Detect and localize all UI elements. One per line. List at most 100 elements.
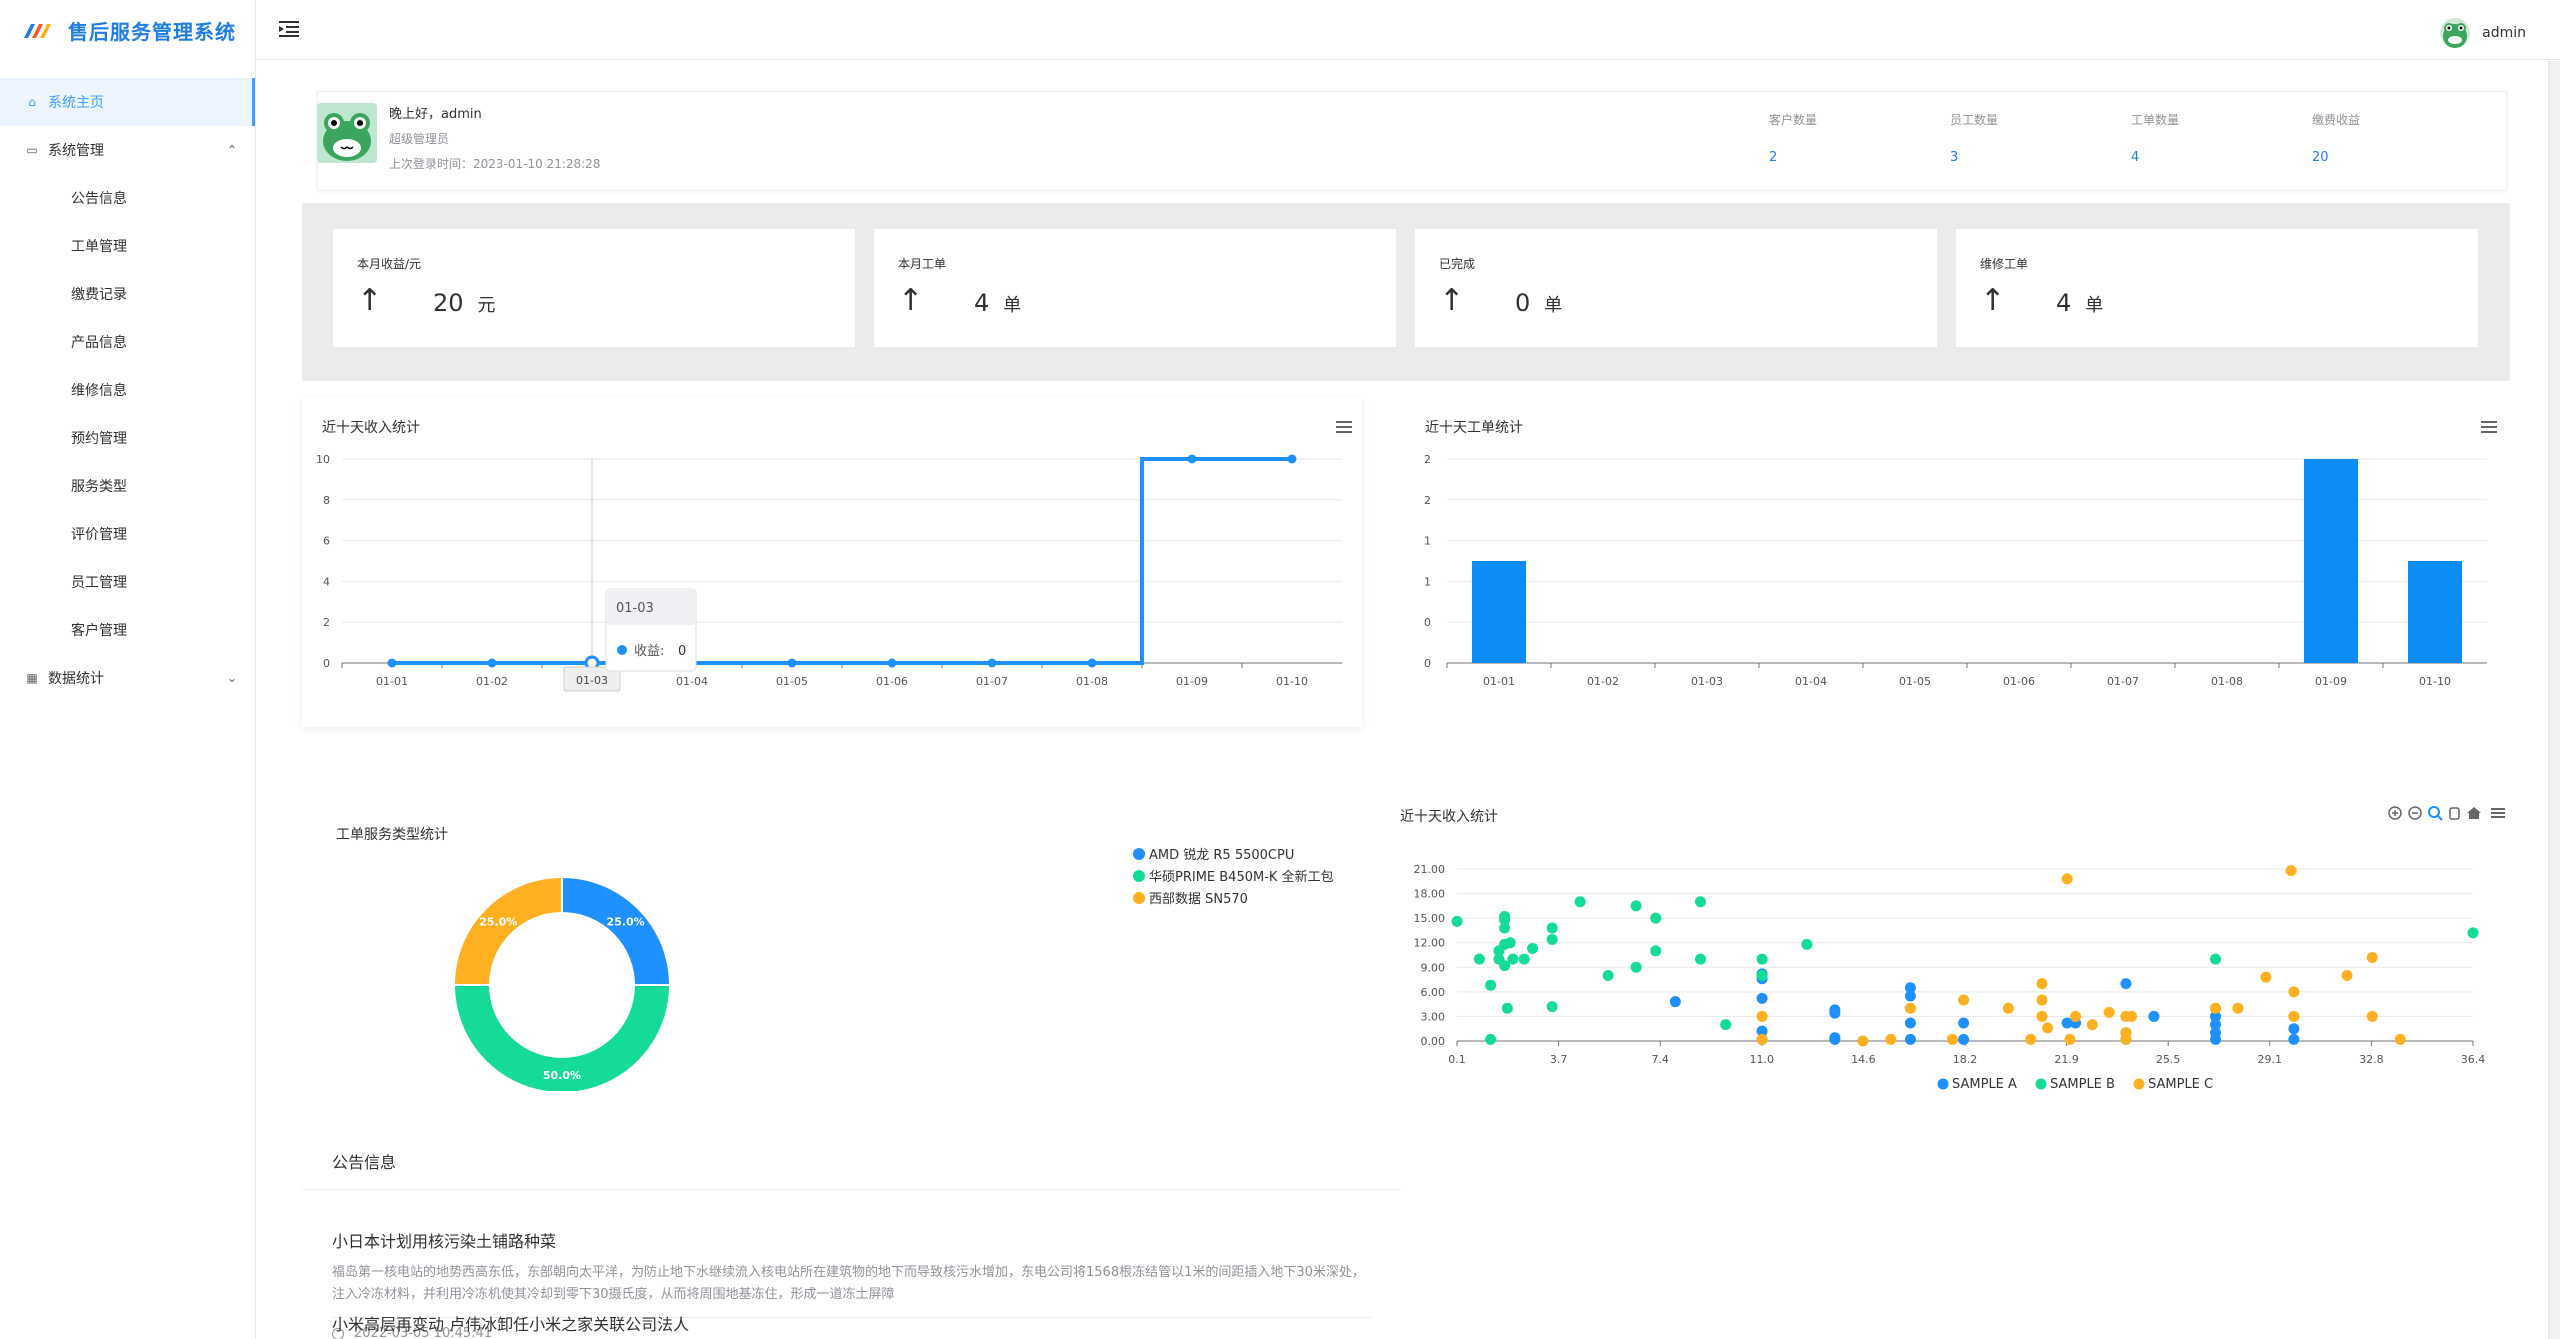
scatter-point: [2036, 994, 2048, 1006]
kpi-value: 20 元: [433, 289, 496, 317]
scatter-point: [1958, 1017, 1970, 1029]
tooltip-header: [606, 589, 696, 625]
home-icon: ⌂: [28, 95, 36, 109]
scatter-point: [1885, 1033, 1897, 1045]
pie-slice: [561, 875, 672, 986]
divider: [332, 1317, 1372, 1318]
scatter-point: [2260, 971, 2272, 983]
scrollbar[interactable]: [2548, 61, 2560, 1339]
x-tick-label: 01-07: [2107, 675, 2139, 688]
x-tick-label: 01-08: [1076, 675, 1108, 688]
x-tick-label: 32.8: [2359, 1053, 2384, 1066]
scatter-point: [2210, 1027, 2222, 1039]
arrow-up-icon: ↑: [898, 283, 924, 318]
role: 超级管理员: [389, 132, 450, 146]
scatter-point: [1501, 1002, 1513, 1014]
kpi-number: 4: [2056, 289, 2072, 317]
scatter-point: [1756, 1010, 1768, 1022]
scatter-point: [1650, 945, 1662, 957]
submenu-workorder[interactable]: 工单管理: [0, 222, 255, 270]
submenu-service-type[interactable]: 服务类型: [0, 462, 255, 510]
scatter-point: [2148, 1010, 2160, 1022]
slice-label: 25.0%: [479, 915, 517, 928]
scatter-point: [1602, 969, 1614, 981]
submenu-repair[interactable]: 维修信息: [0, 366, 255, 414]
zoom-out-icon[interactable]: [2408, 806, 2422, 820]
chart-menu-icon[interactable]: [2481, 421, 2497, 433]
x-tick-label: 01-06: [876, 675, 908, 688]
notice-item-title[interactable]: 小米高层再变动 卢伟冰卸任小米之家关联公司法人: [332, 1315, 690, 1334]
y-tick-label: 12.00: [1414, 937, 1446, 950]
scatter-point: [2366, 951, 2378, 963]
scatter-point: [2036, 1010, 2048, 1022]
scatter-point: [1829, 1004, 1841, 1016]
scatter-point: [1485, 1033, 1497, 1045]
menu-stats[interactable]: ▦ 数据统计 ⌄: [0, 654, 255, 702]
service-type-pie-card: 工单服务类型统计 25.0% 50.0% 25.0% AMD 锐龙 R5 5500CP…: [302, 751, 1362, 1091]
tooltip-category: 01-03: [616, 601, 654, 616]
x-tick-label: 14.6: [1851, 1053, 1876, 1066]
tooltip: 01-03 收益: 0: [605, 588, 697, 672]
scatter-point: [1630, 961, 1642, 973]
arrow-up-icon: ↑: [1439, 283, 1465, 318]
y-tick-label: 10: [316, 453, 330, 466]
legend-marker: [1937, 1078, 1949, 1090]
submenu-payment[interactable]: 缴费记录: [0, 270, 255, 318]
legend-label: AMD 锐龙 R5 5500CPU: [1149, 848, 1294, 863]
bar: [2304, 459, 2358, 663]
scatter-point: [1958, 1033, 1970, 1045]
user-menu[interactable]: admin: [2440, 18, 2526, 48]
scatter-point: [2061, 1017, 2073, 1029]
submenu-review-label: 评价管理: [71, 527, 127, 543]
x-tick-label: 0.1: [1448, 1053, 1466, 1066]
menu-system[interactable]: ▭ 系统管理 ⌃: [0, 126, 255, 174]
x-tick-label: 7.4: [1651, 1053, 1669, 1066]
menu-icon[interactable]: [2491, 808, 2505, 818]
menu-fold-icon[interactable]: [279, 20, 299, 38]
y-tick-label: 1: [1424, 575, 1431, 588]
welcome-text: 晚上好，admin 超级管理员 上次登录时间：2023-01-10 21:28:…: [389, 103, 600, 172]
submenu-staff-label: 员工管理: [71, 575, 127, 591]
settings-icon: ▭: [26, 143, 38, 157]
submenu-staff[interactable]: 员工管理: [0, 558, 255, 606]
scatter-point: [1695, 953, 1707, 965]
welcome-avatar: [317, 103, 377, 163]
bar: [1472, 561, 1526, 663]
stat-orders: 工单数量 4: [2131, 111, 2311, 165]
menu-home[interactable]: ⌂ 系统主页: [0, 78, 255, 126]
kpi-unit: 单: [1544, 295, 1563, 316]
y-tick-label: 3.00: [1421, 1010, 1446, 1023]
stat-label: 客户数量: [1769, 113, 1818, 127]
scatter-point: [1546, 1001, 1558, 1013]
zoom-select-icon[interactable]: [2428, 806, 2443, 821]
kpi-label: 本月工单: [898, 257, 947, 271]
zoom-in-icon[interactable]: [2388, 806, 2402, 820]
scatter-point: [1904, 1017, 1916, 1029]
slice-label: 25.0%: [607, 915, 645, 928]
x-tick-label: 01-04: [1795, 675, 1827, 688]
scatter-point: [2210, 1010, 2222, 1022]
scatter-point: [2288, 1033, 2300, 1045]
submenu-appointment[interactable]: 预约管理: [0, 414, 255, 462]
y-tick-label: 2: [323, 616, 330, 629]
home-icon[interactable]: [2467, 807, 2481, 819]
menu-stats-label: 数据统计: [48, 671, 104, 687]
submenu-appointment-label: 预约管理: [71, 431, 127, 447]
pan-icon[interactable]: [2449, 807, 2460, 820]
submenu-product[interactable]: 产品信息: [0, 318, 255, 366]
scatter-point: [2025, 1033, 2037, 1045]
submenu-service-type-label: 服务类型: [71, 479, 127, 495]
legend-marker: [1133, 848, 1145, 860]
submenu-notice[interactable]: 公告信息: [0, 174, 255, 222]
submenu-customer[interactable]: 客户管理: [0, 606, 255, 654]
x-tick-label: 11.0: [1750, 1053, 1775, 1066]
kpi-number: 4: [974, 289, 990, 317]
chart-menu-icon[interactable]: [1336, 421, 1352, 433]
submenu-customer-label: 客户管理: [71, 623, 127, 639]
tooltip-value: 0: [678, 644, 686, 659]
notice-item-title[interactable]: 小日本计划用核污染土铺路种菜: [332, 1232, 557, 1251]
submenu-review[interactable]: 评价管理: [0, 510, 255, 558]
